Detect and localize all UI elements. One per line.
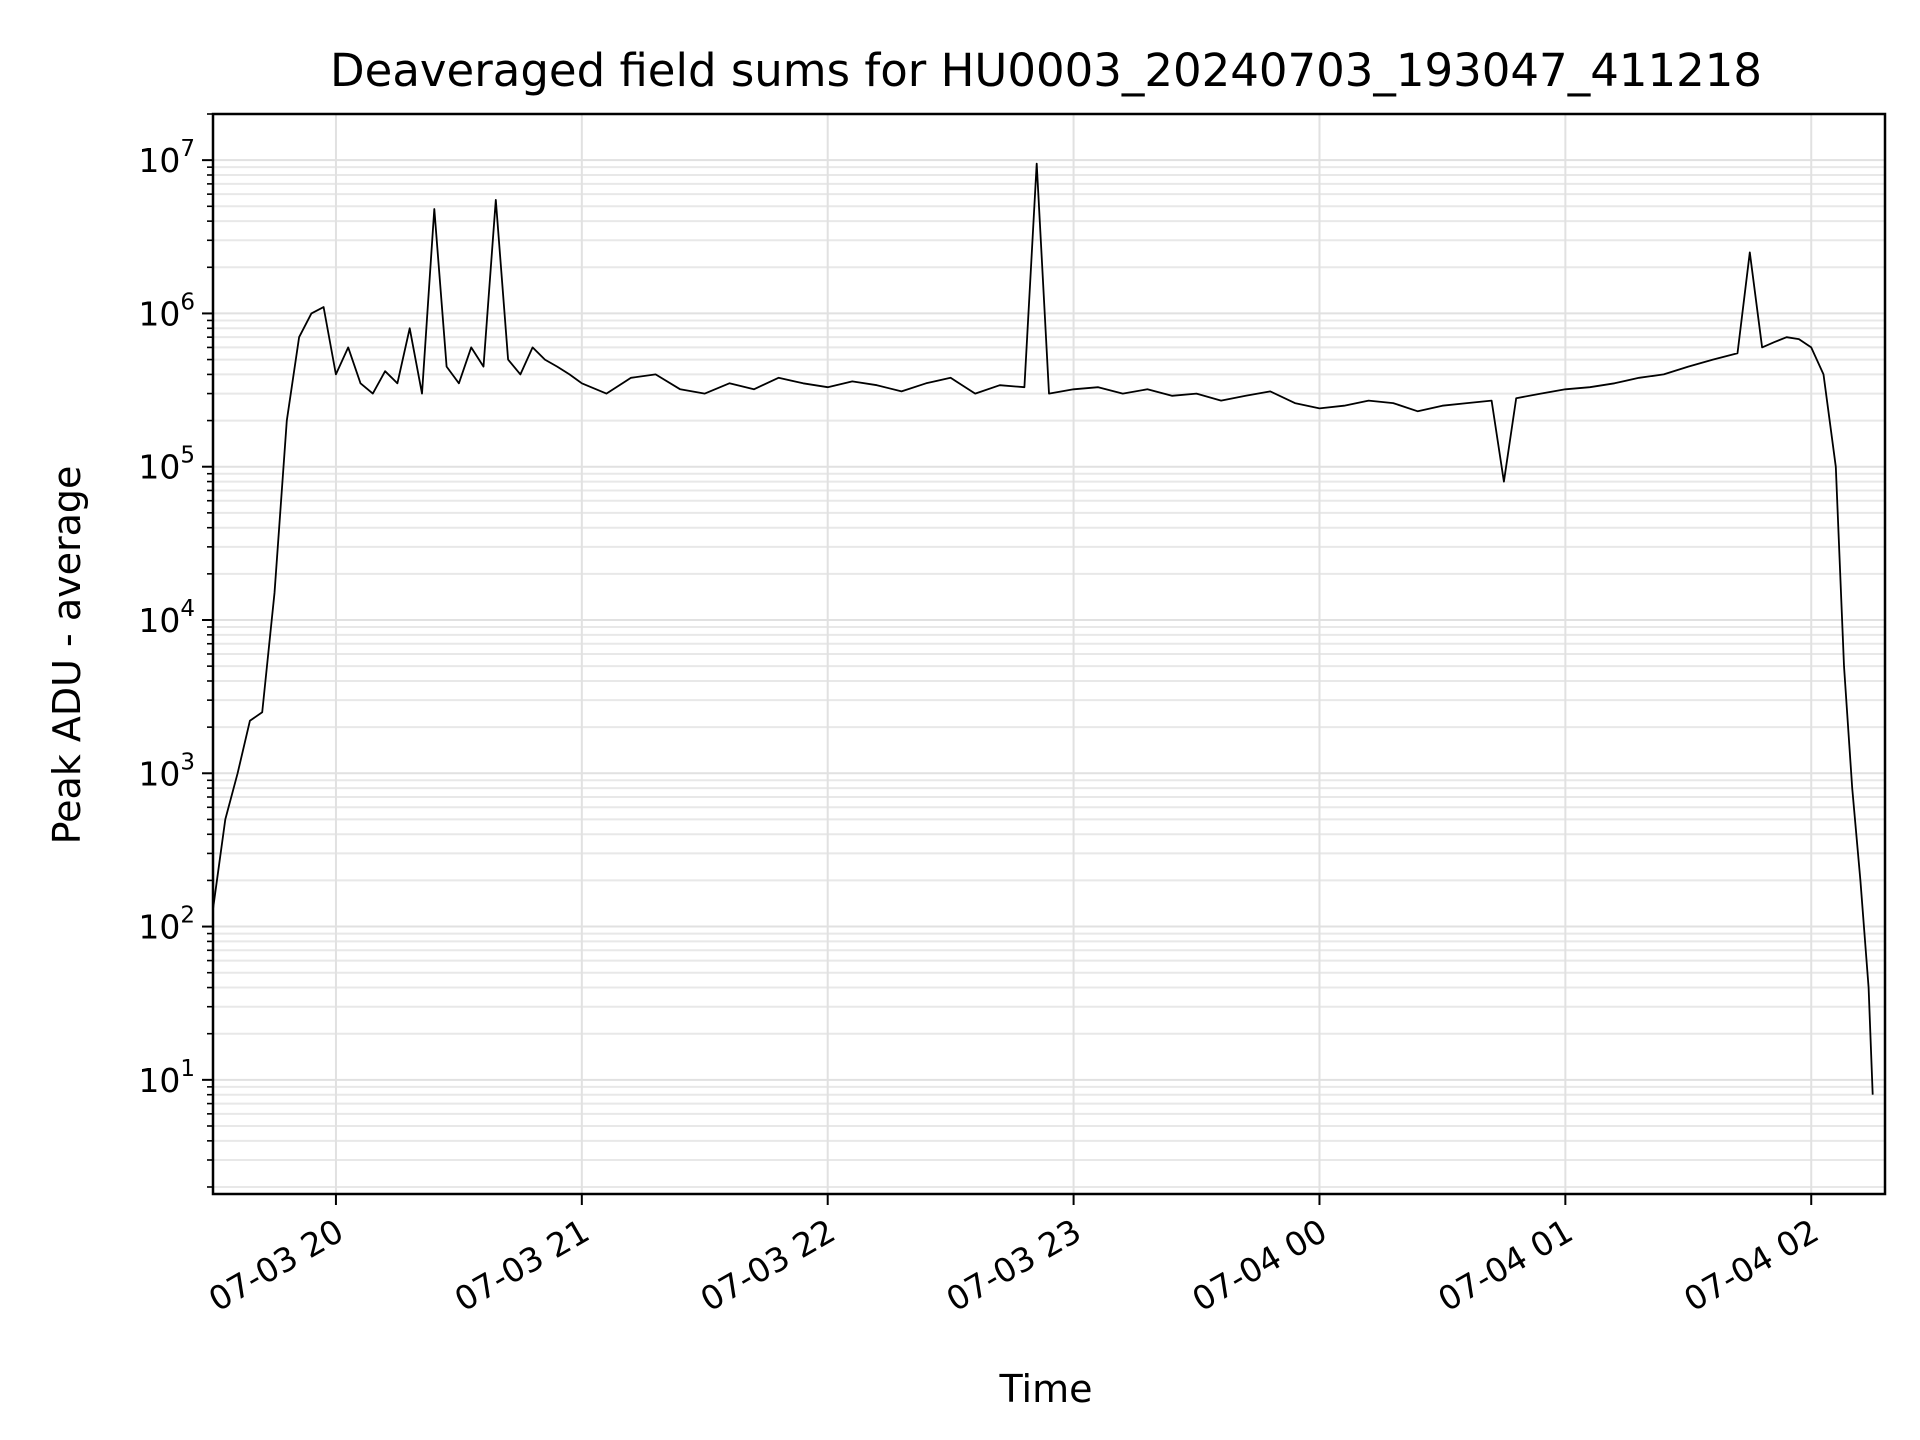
x-axis-label: Time — [999, 1367, 1093, 1411]
x-tick-label: 07-04 00 — [1185, 1211, 1333, 1319]
x-tick-label: 07-03 22 — [694, 1211, 842, 1319]
y-axis-label: Peak ADU - average — [45, 466, 89, 845]
major-gridlines — [213, 114, 1885, 1194]
x-tick-label: 07-03 21 — [448, 1211, 596, 1319]
x-tick-label: 07-03 20 — [202, 1211, 350, 1319]
y-tick-label: 102 — [138, 903, 195, 947]
x-tick-label: 07-04 01 — [1431, 1211, 1579, 1319]
series-line — [212, 162, 1874, 1095]
y-tick-label: 104 — [138, 596, 195, 640]
y-tick-label: 101 — [138, 1056, 195, 1100]
minor-gridlines — [213, 113, 1885, 1188]
y-tick-label: 107 — [138, 136, 195, 180]
tick-marks — [202, 113, 1813, 1205]
chart-title: Deaveraged field sums for HU0003_2024070… — [330, 44, 1762, 97]
x-tick-label: 07-04 02 — [1677, 1211, 1825, 1319]
y-tick-label: 103 — [138, 749, 195, 793]
x-tick-labels: 07-03 20 07-03 21 07-03 22 07-03 23 07-04 00… — [202, 1211, 1825, 1319]
y-tick-labels: 101 102 103 104 105 106 107 — [138, 136, 195, 1100]
y-tick-label: 105 — [138, 443, 195, 487]
plot-area — [212, 162, 1874, 1095]
x-tick-label: 07-03 23 — [940, 1211, 1088, 1319]
y-tick-label: 106 — [138, 289, 195, 333]
